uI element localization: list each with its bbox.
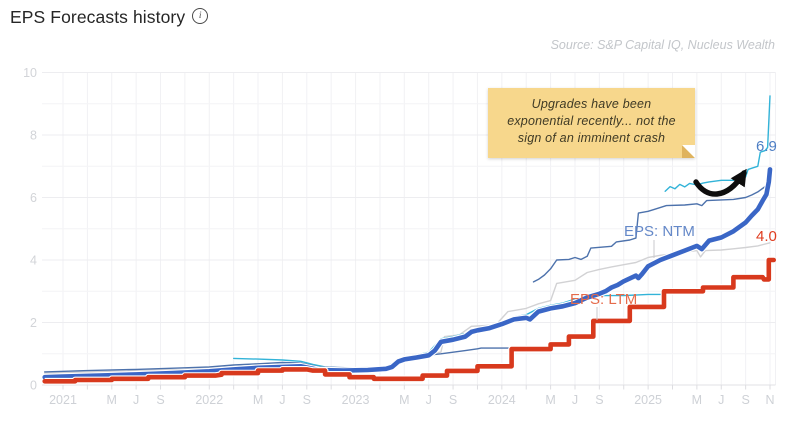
- x-tick-label: J: [279, 393, 285, 407]
- x-tick-label: 2025: [634, 393, 662, 407]
- x-tick-label: S: [449, 393, 457, 407]
- x-tick-label: J: [718, 393, 724, 407]
- x-tick-label: S: [303, 393, 311, 407]
- sticky-note-line: sign of an imminent crash: [517, 131, 666, 145]
- series-eps-ntm-end-value: 6.9: [756, 138, 777, 155]
- x-tick-label: 2022: [195, 393, 223, 407]
- y-tick-label: 8: [30, 129, 37, 143]
- x-tick-label: M: [692, 393, 702, 407]
- x-tick-label: M: [107, 393, 117, 407]
- x-tick-label: M: [253, 393, 263, 407]
- x-tick-label: S: [156, 393, 164, 407]
- annotation-arrow-icon: [693, 168, 747, 197]
- x-tick-label: M: [545, 393, 555, 407]
- x-tick-label: 2024: [488, 393, 516, 407]
- y-tick-label: 4: [30, 254, 37, 268]
- source-attribution: Source: S&P Capital IQ, Nucleus Wealth: [550, 38, 775, 52]
- series-thin-cyan-late[interactable]: [664, 95, 771, 192]
- x-tick-label: J: [133, 393, 139, 407]
- sticky-note-line: exponential recently... not the: [507, 114, 676, 128]
- series-eps-ltm-end-value: 4.0: [756, 228, 777, 245]
- y-tick-label: 0: [30, 379, 37, 393]
- sticky-note-annotation: Upgrades have been exponential recently.…: [488, 88, 695, 158]
- series-eps-ltm[interactable]: [42, 257, 776, 384]
- series-thin-steel-late[interactable]: [532, 181, 771, 283]
- x-tick-label: 2023: [342, 393, 370, 407]
- series-label: EPS: NTM: [624, 223, 695, 240]
- page-title-text: EPS Forecasts history: [10, 7, 186, 27]
- series-label: EPS: LTM: [570, 291, 637, 308]
- x-tick-label: S: [741, 393, 749, 407]
- eps-ntm-casing: [44, 169, 774, 381]
- series-eps-ntm[interactable]: [42, 167, 773, 380]
- y-tick-label: 2: [30, 316, 37, 330]
- x-tick-label: J: [572, 393, 578, 407]
- eps-ltm-casing: [44, 256, 774, 385]
- info-icon[interactable]: i: [192, 7, 209, 24]
- y-tick-label: 6: [30, 191, 37, 205]
- x-tick-label: S: [595, 393, 603, 407]
- x-tick-label: 2021: [49, 393, 77, 407]
- page-title: EPS Forecasts history i: [10, 7, 209, 28]
- x-tick-label: J: [426, 393, 432, 407]
- sticky-note-line: Upgrades have been: [531, 97, 652, 111]
- y-tick-label: 10: [23, 66, 37, 80]
- x-tick-label: N: [766, 393, 775, 407]
- x-tick-label: M: [399, 393, 409, 407]
